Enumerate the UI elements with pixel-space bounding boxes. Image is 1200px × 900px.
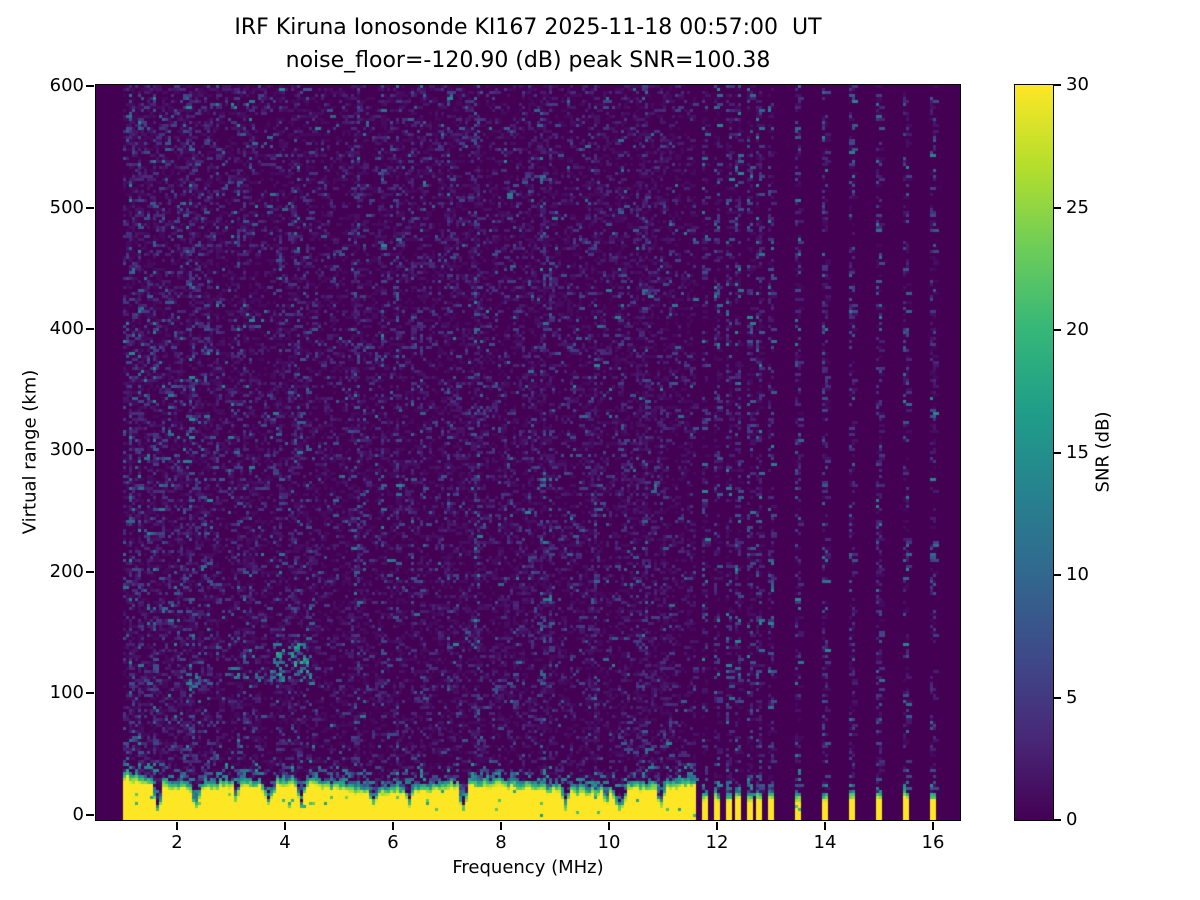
y-tick-label: 0 bbox=[72, 803, 84, 825]
colorbar-tick-label: 30 bbox=[1066, 74, 1089, 95]
colorbar-tick-mark bbox=[1054, 84, 1061, 86]
y-tick-mark bbox=[86, 692, 94, 695]
x-tick-mark bbox=[932, 822, 934, 830]
x-tick-label: 16 bbox=[921, 832, 945, 853]
y-tick-label: 200 bbox=[49, 560, 84, 582]
y-tick-mark bbox=[86, 206, 94, 209]
colorbar bbox=[1013, 83, 1054, 821]
colorbar-label: SNR (dB) bbox=[1092, 411, 1114, 493]
colorbar-tick-label: 15 bbox=[1066, 441, 1089, 463]
y-tick-label: 400 bbox=[49, 317, 84, 339]
chart-title: IRF Kiruna Ionosonde KI167 2025-11-18 00… bbox=[234, 15, 822, 40]
y-tick-mark bbox=[86, 813, 94, 816]
y-tick-label: 600 bbox=[49, 75, 84, 97]
colorbar-tick-mark bbox=[1054, 819, 1061, 821]
ionogram-heatmap bbox=[94, 83, 961, 821]
colorbar-tick-label: 5 bbox=[1066, 686, 1078, 708]
y-tick-mark bbox=[86, 449, 94, 452]
colorbar-tick-label: 10 bbox=[1066, 564, 1089, 585]
colorbar-tick-mark bbox=[1054, 451, 1061, 454]
y-tick-mark bbox=[86, 85, 94, 88]
x-tick-label: 12 bbox=[705, 832, 729, 853]
colorbar-tick-label: 20 bbox=[1066, 319, 1089, 340]
colorbar-tick-mark bbox=[1054, 574, 1061, 576]
x-tick-mark bbox=[284, 822, 286, 830]
x-tick-mark bbox=[176, 822, 178, 830]
x-axis-label: Frequency (MHz) bbox=[452, 857, 604, 878]
x-tick-mark bbox=[392, 822, 394, 830]
x-tick-label: 4 bbox=[279, 832, 291, 853]
chart-subtitle: noise_floor=-120.90 (dB) peak SNR=100.38 bbox=[285, 48, 771, 73]
colorbar-tick-mark bbox=[1054, 206, 1061, 209]
colorbar-tick-label: 0 bbox=[1066, 809, 1078, 830]
x-tick-label: 8 bbox=[495, 832, 507, 853]
y-tick-label: 100 bbox=[49, 682, 84, 704]
x-tick-label: 10 bbox=[597, 832, 621, 853]
y-tick-label: 300 bbox=[49, 439, 84, 461]
x-tick-label: 2 bbox=[171, 832, 183, 853]
x-tick-label: 6 bbox=[387, 832, 399, 853]
colorbar-tick-mark bbox=[1054, 696, 1061, 699]
x-tick-label: 14 bbox=[813, 832, 837, 853]
x-tick-mark bbox=[500, 822, 502, 830]
x-tick-mark bbox=[608, 822, 610, 830]
y-tick-mark bbox=[86, 570, 94, 573]
x-tick-mark bbox=[716, 822, 718, 830]
y-tick-label: 500 bbox=[49, 196, 84, 218]
y-tick-mark bbox=[86, 327, 94, 330]
colorbar-tick-mark bbox=[1054, 329, 1061, 331]
x-tick-mark bbox=[824, 822, 826, 830]
colorbar-tick-label: 25 bbox=[1066, 196, 1089, 218]
